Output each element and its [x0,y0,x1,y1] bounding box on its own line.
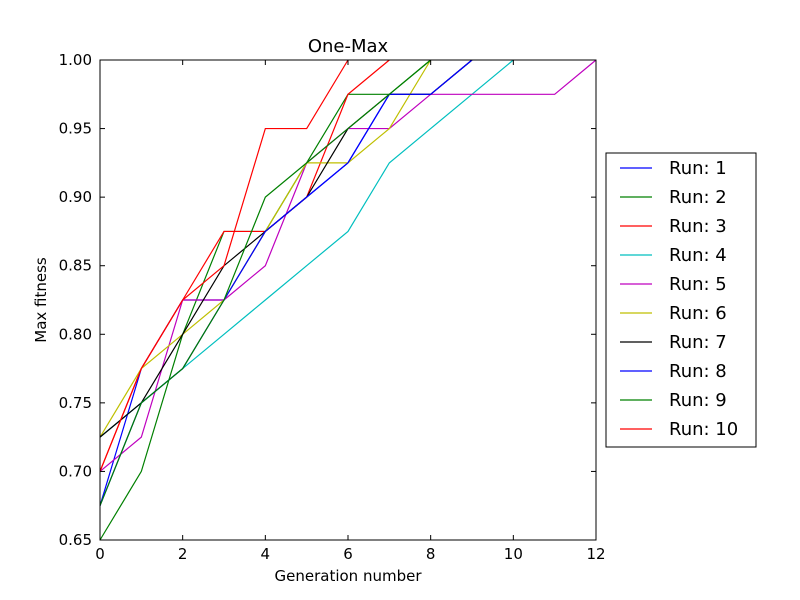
y-tick-label: 1.00 [59,51,92,69]
x-axis: 0 2 4 6 8 10 12 [95,60,606,563]
legend-label: Run: 7 [669,332,727,353]
y-tick-label: 0.95 [59,120,92,138]
legend-label: Run: 9 [669,390,727,411]
legend-label: Run: 10 [669,419,738,440]
x-tick-label: 0 [95,545,105,563]
x-axis-label: Generation number [275,567,423,585]
y-axis-label: Max fitness [32,257,50,343]
legend-label: Run: 1 [669,158,727,179]
y-tick-label: 0.80 [59,325,92,343]
x-tick-label: 10 [504,545,523,563]
y-tick-label: 0.65 [59,531,92,549]
x-tick-label: 2 [178,545,188,563]
legend-label: Run: 8 [669,361,727,382]
legend-label: Run: 5 [669,274,727,295]
series-line-run-10 [99,59,349,472]
legend-label: Run: 3 [669,216,727,237]
legend-label: Run: 2 [669,187,727,208]
x-tick-label: 12 [586,545,605,563]
y-tick-label: 0.90 [59,188,92,206]
y-tick-label: 0.70 [59,462,92,480]
x-tick-label: 6 [343,545,353,563]
legend-box [605,152,757,448]
plot-lines [99,59,597,541]
x-tick-label: 4 [261,545,271,563]
x-tick-label: 8 [426,545,436,563]
y-tick-label: 0.85 [59,257,92,275]
chart-title: One-Max [308,36,389,57]
legend: Run: 1 Run: 2 Run: 3 Run: 4 Run: 5 Run: 6 Run:… [605,152,757,448]
legend-label: Run: 4 [669,245,727,266]
legend-label: Run: 6 [669,303,727,324]
y-axis: 0.65 0.70 0.75 0.80 0.85 0.90 0.95 1.00 [59,51,596,549]
series-line-run-9 [99,59,432,506]
y-tick-label: 0.75 [59,394,92,412]
